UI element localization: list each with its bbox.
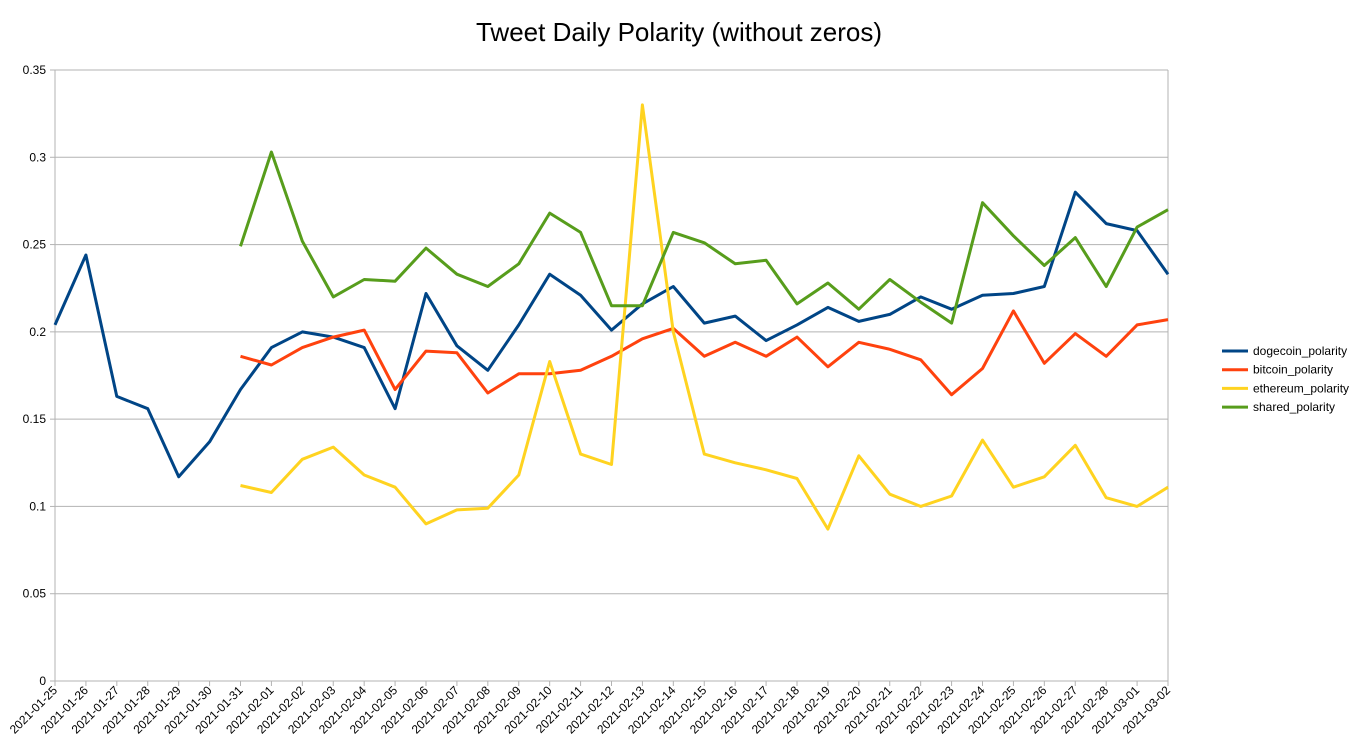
legend-label: dogecoin_polarity	[1253, 344, 1347, 358]
legend: dogecoin_polarity bitcoin_polarityethereu…	[1222, 344, 1349, 414]
legend-label: bitcoin_polarity	[1253, 363, 1333, 377]
series-line-shared_polarity	[239, 150, 1169, 325]
legend-label: shared_polarity	[1253, 400, 1335, 414]
y-tick-label: 0.25	[23, 238, 47, 252]
y-tick-label: 0	[39, 674, 46, 688]
series-lines	[53, 103, 1170, 531]
series-line-ethereum_polarity	[240, 103, 1169, 531]
y-tick-label: 0.05	[23, 587, 47, 601]
y-tick-label: 0.15	[23, 412, 47, 426]
series-line-bitcoin_polarity	[240, 309, 1169, 397]
legend-label: ethereum_polarity	[1253, 381, 1349, 395]
axes: 00.050.10.150.20.250.30.352021-01-252021…	[7, 63, 1174, 737]
chart-title: Tweet Daily Polarity (without zeros)	[476, 17, 882, 47]
y-tick-label: 0.3	[29, 150, 46, 164]
y-tick-label: 0.1	[29, 499, 46, 513]
series-line-dogecoin_polarity	[53, 190, 1170, 479]
gridlines	[55, 69, 1168, 682]
y-tick-label: 0.2	[29, 325, 46, 339]
y-tick-label: 0.35	[23, 63, 47, 77]
